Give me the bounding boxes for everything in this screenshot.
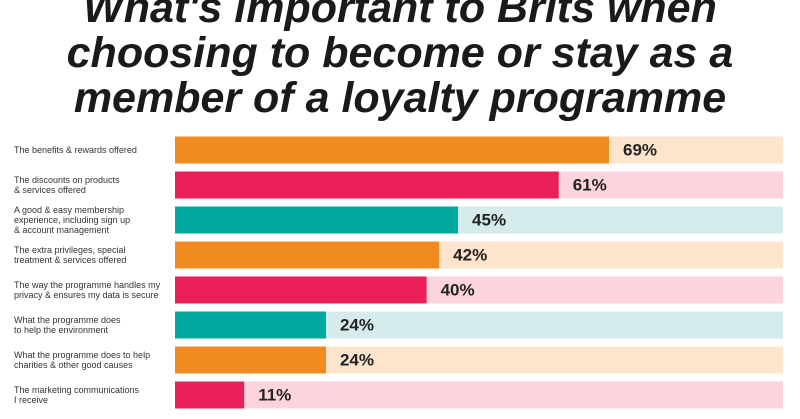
value-label: 61% xyxy=(573,175,607,194)
bar xyxy=(175,311,326,339)
value-label: 24% xyxy=(340,350,374,369)
value-label: 45% xyxy=(472,210,506,229)
bar-track xyxy=(175,381,783,409)
bar xyxy=(175,136,610,164)
bar xyxy=(175,206,459,234)
bar xyxy=(175,346,326,374)
category-label: The extra privileges, special treatment … xyxy=(14,245,127,265)
bar xyxy=(175,276,427,304)
category-label: What the programme does to help charitie… xyxy=(14,350,151,370)
bar xyxy=(175,381,245,409)
value-label: 24% xyxy=(340,315,374,334)
value-label: 40% xyxy=(441,280,475,299)
chart-title: What's important to Brits when choosing … xyxy=(66,0,734,122)
category-label: The benefits & rewards offered xyxy=(14,145,137,155)
category-label: The discounts on products & services off… xyxy=(14,175,120,195)
value-label: 11% xyxy=(258,385,291,404)
category-label: The marketing communications I receive xyxy=(14,385,140,405)
category-label: A good & easy membership experience, inc… xyxy=(14,205,131,235)
value-label: 42% xyxy=(453,245,487,264)
bar xyxy=(175,171,559,199)
bar xyxy=(175,241,440,269)
category-label: The way the programme handles my privacy… xyxy=(14,280,161,300)
category-label: What the programme does to help the envi… xyxy=(14,315,121,335)
value-label: 69% xyxy=(623,140,657,159)
